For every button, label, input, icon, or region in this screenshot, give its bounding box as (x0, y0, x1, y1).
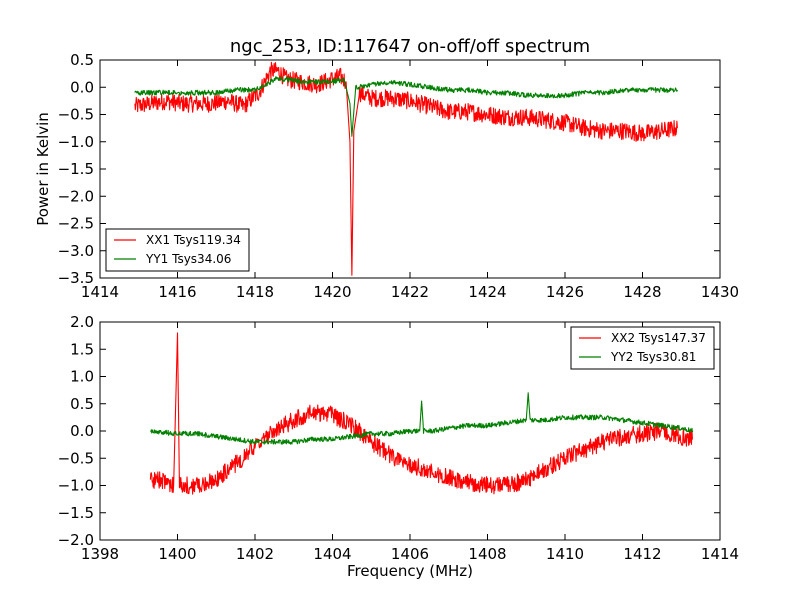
bottom-x-tick-label: 1404 (313, 545, 351, 563)
top-y-tick-label: 0.5 (70, 51, 94, 69)
bottom-y-tick-label: 1.5 (70, 340, 94, 358)
top-x-tick-label: 1420 (313, 283, 351, 301)
bottom-legend-label-xx2: XX2 Tsys147.37 (611, 331, 706, 345)
bottom-legend-label-yy2: YY2 Tsys30.81 (610, 350, 696, 364)
top-legend: XX1 Tsys119.34 YY1 Tsys34.06 (105, 228, 250, 272)
top-y-tick-label: 0.0 (70, 78, 94, 96)
bottom-x-tick-label: 1400 (158, 545, 196, 563)
top-y-tick-label: −3.0 (58, 242, 94, 260)
top-ticks-layer: 1414 1416 1418 1420 1422 1424 1426 1428 1430 0.5 0… (58, 51, 740, 301)
bottom-y-tick-label: −1.0 (58, 477, 94, 495)
bottom-chart-panel: 1398 1400 1402 1404 1406 1408 1410 1412 1414 2.0 1… (58, 313, 740, 580)
top-legend-box (105, 228, 250, 272)
top-x-tick-label: 1418 (236, 283, 274, 301)
chart-title: ngc_253, ID:117647 on-off/off spectrum (230, 36, 590, 57)
top-x-tick-label: 1416 (158, 283, 196, 301)
bottom-x-tick-label: 1408 (468, 545, 506, 563)
top-y-tick-label: −2.5 (58, 215, 94, 233)
top-x-tick-label: 1422 (391, 283, 429, 301)
bottom-legend-box (570, 326, 715, 370)
bottom-ticks-layer: 1398 1400 1402 1404 1406 1408 1410 1412 1414 2.0 1… (58, 313, 740, 563)
top-y-tick-label: −0.5 (58, 106, 94, 124)
bottom-x-tick-label: 1402 (236, 545, 274, 563)
top-y-tick-label: −1.0 (58, 133, 94, 151)
bottom-x-tick-label: 1398 (81, 545, 119, 563)
top-y-tick-label: −1.5 (58, 160, 94, 178)
bottom-x-tick-label: 1406 (391, 545, 429, 563)
bottom-y-tick-label: −2.0 (58, 531, 94, 549)
bottom-x-tick-label: 1410 (546, 545, 584, 563)
bottom-y-tick-label: −0.5 (58, 449, 94, 467)
top-y-axis-label: Power in Kelvin (34, 112, 52, 226)
bottom-series-line-xx (149, 332, 693, 495)
top-chart-panel: 1414 1416 1418 1420 1422 1424 1426 1428 1430 0.5 0… (34, 36, 739, 301)
bottom-legend: XX2 Tsys147.37 YY2 Tsys30.81 (570, 326, 715, 370)
top-x-tick-label: 1426 (546, 283, 584, 301)
top-x-tick-label: 1424 (468, 283, 506, 301)
bottom-x-tick-label: 1414 (701, 545, 739, 563)
bottom-series-line-yy (150, 392, 694, 445)
top-y-tick-label: −3.5 (58, 269, 94, 287)
top-legend-label-xx1: XX1 Tsys119.34 (146, 233, 241, 247)
bottom-y-tick-label: 1.0 (70, 368, 94, 386)
top-series-line-xx (134, 61, 678, 276)
top-x-tick-label: 1428 (623, 283, 661, 301)
bottom-series-layer (149, 332, 694, 495)
bottom-x-axis-label: Frequency (MHz) (347, 562, 473, 580)
top-series-layer (134, 61, 678, 276)
top-x-tick-label: 1430 (701, 283, 739, 301)
top-series-line-yy (134, 76, 678, 137)
top-y-tick-label: −2.0 (58, 187, 94, 205)
top-x-tick-label: 1414 (81, 283, 119, 301)
bottom-y-tick-label: 2.0 (70, 313, 94, 331)
top-legend-label-yy1: YY1 Tsys34.06 (145, 252, 231, 266)
bottom-y-tick-label: 0.0 (70, 422, 94, 440)
bottom-y-tick-label: 0.5 (70, 395, 94, 413)
bottom-y-tick-label: −1.5 (58, 504, 94, 522)
bottom-x-tick-label: 1412 (623, 545, 661, 563)
